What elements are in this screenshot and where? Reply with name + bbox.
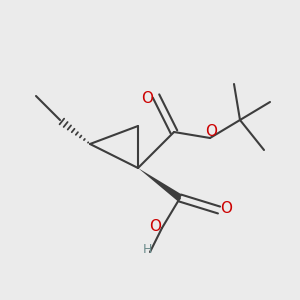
Text: O: O: [149, 219, 161, 234]
Text: O: O: [206, 124, 218, 140]
Text: H: H: [142, 243, 152, 256]
Text: O: O: [142, 91, 154, 106]
Text: O: O: [220, 201, 232, 216]
Polygon shape: [138, 168, 182, 201]
